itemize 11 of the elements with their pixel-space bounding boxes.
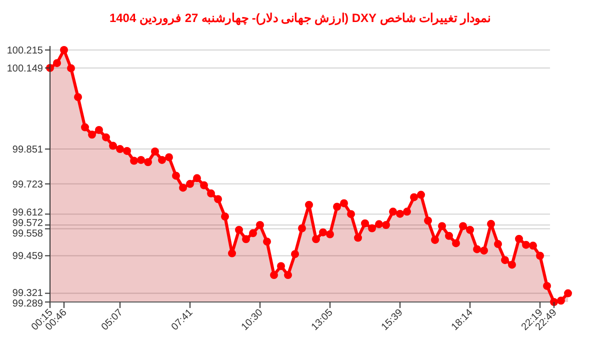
y-tick-label: 99.459 xyxy=(12,251,44,262)
y-tick-label: 99.572 xyxy=(12,218,44,230)
y-tick-label: 99.321 xyxy=(12,288,44,299)
y-tick-label: 100.215 xyxy=(6,46,44,56)
y-tick-label: 100.149 xyxy=(6,63,44,74)
y-tick-label: 99.558 xyxy=(12,228,44,240)
y-tick-label: 99.851 xyxy=(12,144,44,156)
chart-title: نمودار تغییرات شاخص DXY (ارزش جهانی دلار)- چهارشنبه 27 فروردین 1404 xyxy=(109,11,491,26)
y-tick-label: 99.612 xyxy=(12,208,44,219)
y-tick-label: 99.289 xyxy=(12,298,44,310)
y-tick-label: 99.723 xyxy=(12,179,44,190)
